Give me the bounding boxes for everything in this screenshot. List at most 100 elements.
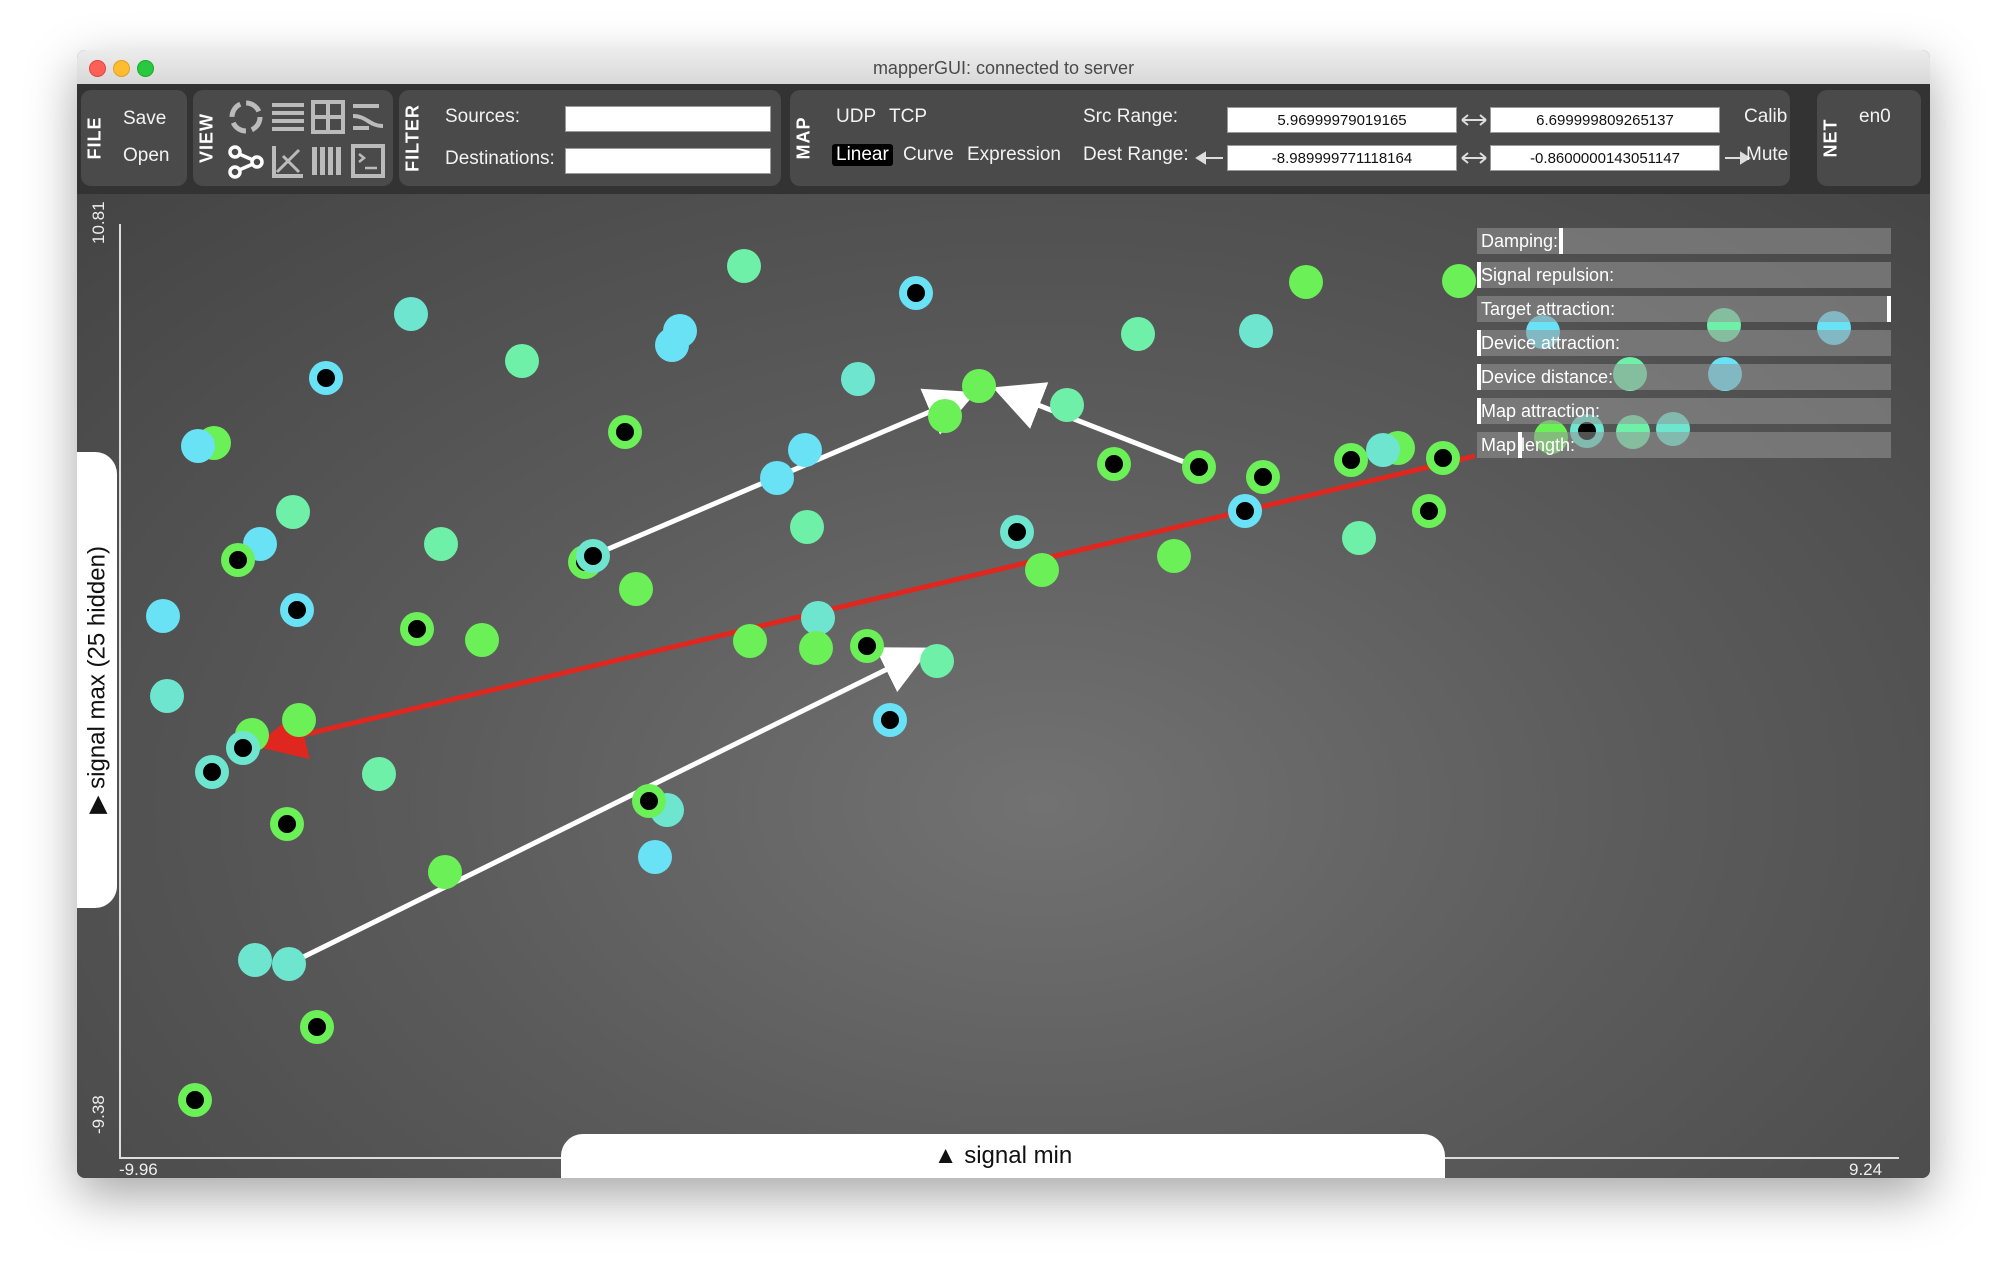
slider-thumb[interactable] xyxy=(1477,330,1481,356)
active-signal-node[interactable] xyxy=(270,807,304,841)
balloon-view-icon[interactable] xyxy=(309,142,347,180)
slider-thumb[interactable] xyxy=(1477,398,1481,424)
slider-thumb[interactable] xyxy=(1477,364,1481,390)
signal-node[interactable] xyxy=(1025,553,1059,587)
active-signal-node[interactable] xyxy=(576,539,610,573)
active-signal-node[interactable] xyxy=(1426,441,1460,475)
minimize-window-button[interactable] xyxy=(113,60,130,77)
destinations-input[interactable] xyxy=(565,148,771,174)
active-signal-node[interactable] xyxy=(1246,460,1280,494)
signal-node[interactable] xyxy=(282,703,316,737)
signal-node[interactable] xyxy=(1239,314,1273,348)
active-signal-node[interactable] xyxy=(400,612,434,646)
signal-node[interactable] xyxy=(801,601,835,635)
maximize-window-button[interactable] xyxy=(137,60,154,77)
slider-map-length[interactable]: Map length: xyxy=(1477,432,1891,458)
signal-node[interactable] xyxy=(920,644,954,678)
signal-node[interactable] xyxy=(146,599,180,633)
plot-area[interactable]: 10.81 -9.38 -9.96 9.24 ▶ signal max (25 … xyxy=(77,194,1930,1178)
slider-target-attraction[interactable]: Target attraction: xyxy=(1477,296,1891,322)
map-line[interactable] xyxy=(287,647,931,967)
dest-min-input[interactable] xyxy=(1227,145,1457,171)
signal-node[interactable] xyxy=(1050,388,1084,422)
signal-node[interactable] xyxy=(1342,521,1376,555)
tcp-button[interactable]: TCP xyxy=(889,106,927,127)
active-signal-node[interactable] xyxy=(195,755,229,789)
signal-node[interactable] xyxy=(760,461,794,495)
open-button[interactable]: Open xyxy=(123,145,170,166)
signal-node[interactable] xyxy=(465,623,499,657)
mute-toggle[interactable]: Mute xyxy=(1746,144,1789,165)
signal-node[interactable] xyxy=(276,495,310,529)
plot-view-icon[interactable] xyxy=(269,142,307,180)
signal-node[interactable] xyxy=(727,249,761,283)
signal-node[interactable] xyxy=(733,624,767,658)
signal-node[interactable] xyxy=(619,572,653,606)
signal-node[interactable] xyxy=(638,840,672,874)
signal-node[interactable] xyxy=(238,943,272,977)
console-view-icon[interactable] xyxy=(349,142,387,180)
dest-boundary-max-icon[interactable] xyxy=(1723,150,1751,166)
active-signal-node[interactable] xyxy=(1182,450,1216,484)
signal-node[interactable] xyxy=(394,297,428,331)
curve-button[interactable]: Curve xyxy=(903,144,954,165)
expression-button[interactable]: Expression xyxy=(967,144,1061,165)
signal-node[interactable] xyxy=(181,429,215,463)
network-interface[interactable]: en0 xyxy=(1859,106,1891,127)
active-signal-node[interactable] xyxy=(309,361,343,395)
active-signal-node[interactable] xyxy=(178,1083,212,1117)
signal-node[interactable] xyxy=(788,433,822,467)
active-signal-node[interactable] xyxy=(632,784,666,818)
signal-node[interactable] xyxy=(1289,265,1323,299)
slider-device-attraction[interactable]: Device attraction: xyxy=(1477,330,1891,356)
active-signal-node[interactable] xyxy=(1097,447,1131,481)
dest-boundary-min-icon[interactable] xyxy=(1195,150,1225,166)
active-signal-node[interactable] xyxy=(1228,494,1262,528)
active-signal-node[interactable] xyxy=(280,593,314,627)
active-signal-node[interactable] xyxy=(899,276,933,310)
src-max-input[interactable] xyxy=(1490,107,1720,133)
selected-map-line[interactable] xyxy=(255,453,1476,760)
save-button[interactable]: Save xyxy=(123,108,167,129)
slider-device-distance[interactable]: Device distance: xyxy=(1477,364,1891,390)
slider-thumb[interactable] xyxy=(1518,432,1522,458)
active-signal-node[interactable] xyxy=(221,543,255,577)
grid-view-icon[interactable] xyxy=(309,98,347,136)
calib-toggle[interactable]: Calib xyxy=(1744,106,1788,127)
signal-node[interactable] xyxy=(150,679,184,713)
active-signal-node[interactable] xyxy=(1412,494,1446,528)
active-signal-node[interactable] xyxy=(1334,443,1368,477)
slider-damping[interactable]: Damping: xyxy=(1477,228,1891,254)
signal-node[interactable] xyxy=(272,947,306,981)
linear-button[interactable]: Linear xyxy=(832,144,893,166)
parallel-view-icon[interactable] xyxy=(349,98,387,136)
src-min-input[interactable] xyxy=(1227,107,1457,133)
slider-thumb[interactable] xyxy=(1559,228,1563,254)
signal-node[interactable] xyxy=(841,362,875,396)
slider-thumb[interactable] xyxy=(1477,262,1481,288)
signal-node[interactable] xyxy=(362,757,396,791)
slider-map-attraction[interactable]: Map attraction: xyxy=(1477,398,1891,424)
signal-node[interactable] xyxy=(505,344,539,378)
signal-node[interactable] xyxy=(424,527,458,561)
dest-range-link-icon[interactable] xyxy=(1460,150,1488,166)
active-signal-node[interactable] xyxy=(873,703,907,737)
signal-node[interactable] xyxy=(1442,264,1476,298)
signal-node[interactable] xyxy=(790,510,824,544)
map-line[interactable] xyxy=(992,382,1198,470)
active-signal-node[interactable] xyxy=(1000,515,1034,549)
active-signal-node[interactable] xyxy=(300,1010,334,1044)
signal-node[interactable] xyxy=(1121,317,1155,351)
signal-node[interactable] xyxy=(655,328,689,362)
x-axis-selector[interactable]: ▲ signal min xyxy=(561,1134,1445,1178)
dest-max-input[interactable] xyxy=(1490,145,1720,171)
signal-node[interactable] xyxy=(799,631,833,665)
sources-input[interactable] xyxy=(565,106,771,132)
list-view-icon[interactable] xyxy=(269,98,307,136)
udp-button[interactable]: UDP xyxy=(836,106,877,127)
signal-node[interactable] xyxy=(428,855,462,889)
signal-node[interactable] xyxy=(928,399,962,433)
y-axis-selector[interactable]: ▶ signal max (25 hidden) xyxy=(77,452,117,908)
signal-node[interactable] xyxy=(1366,433,1400,467)
close-window-button[interactable] xyxy=(89,60,106,77)
